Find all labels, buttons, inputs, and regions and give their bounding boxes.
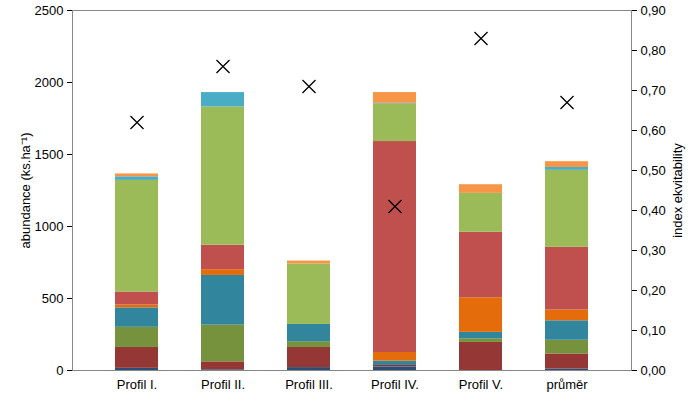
svg-text:průměr: průměr (546, 377, 588, 392)
svg-text:0,80: 0,80 (641, 43, 666, 58)
svg-text:0,60: 0,60 (641, 123, 666, 138)
svg-text:2000: 2000 (35, 75, 64, 90)
svg-text:0,20: 0,20 (641, 283, 666, 298)
svg-text:Profil II.: Profil II. (201, 377, 245, 392)
svg-text:0,40: 0,40 (641, 203, 666, 218)
svg-text:500: 500 (42, 291, 64, 306)
svg-text:0,30: 0,30 (641, 243, 666, 258)
svg-text:2500: 2500 (35, 3, 64, 18)
svg-text:0,00: 0,00 (641, 363, 666, 378)
svg-text:abundance (ks.ha⁻¹): abundance (ks.ha⁻¹) (18, 132, 33, 248)
svg-text:0,90: 0,90 (641, 3, 666, 18)
svg-text:Profil V.: Profil V. (459, 377, 503, 392)
svg-text:1000: 1000 (35, 219, 64, 234)
svg-text:1500: 1500 (35, 147, 64, 162)
svg-text:0,10: 0,10 (641, 323, 666, 338)
svg-text:index ekvitability: index ekvitability (670, 143, 685, 238)
svg-text:Profil III.: Profil III. (285, 377, 333, 392)
svg-text:0,50: 0,50 (641, 163, 666, 178)
svg-text:0,70: 0,70 (641, 83, 666, 98)
svg-text:0: 0 (56, 363, 63, 378)
svg-text:Profil IV.: Profil IV. (371, 377, 419, 392)
svg-text:Profil I.: Profil I. (117, 377, 157, 392)
